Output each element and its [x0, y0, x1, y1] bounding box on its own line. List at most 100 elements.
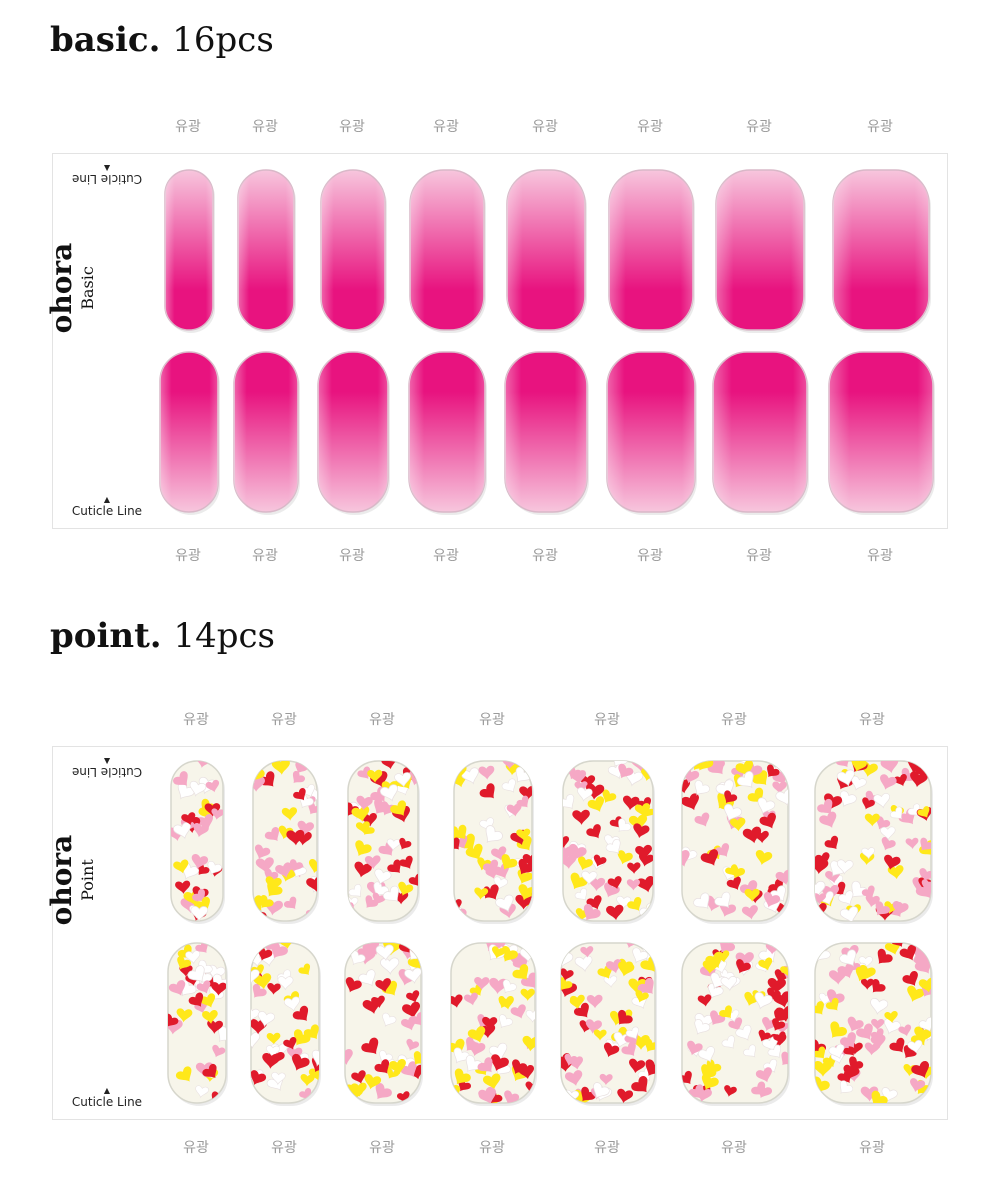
heart-icon — [893, 774, 907, 787]
heart-icon — [628, 978, 647, 995]
finish-label-glossy: 유광 — [252, 119, 278, 135]
heart-icon — [577, 856, 593, 871]
heart-icon — [185, 950, 201, 965]
heart-icon — [451, 994, 463, 1008]
heart-icon — [474, 976, 490, 991]
heart-icon — [682, 779, 691, 794]
heart-icon — [581, 1086, 596, 1102]
heart-icon — [218, 1025, 226, 1043]
heart-icon — [512, 964, 529, 980]
heart-icon — [251, 1007, 260, 1023]
heart-icon — [173, 859, 189, 874]
heart-icon — [865, 894, 880, 908]
heart-icon — [196, 814, 214, 830]
heart-icon — [815, 858, 829, 874]
heart-icon — [371, 995, 385, 1009]
nail-tip-gloss — [829, 352, 933, 512]
heart-icon — [176, 1008, 193, 1023]
heart-icon — [570, 872, 588, 890]
heart-icon — [587, 796, 605, 812]
heart-icon — [817, 798, 833, 815]
nail-tip-gloss — [609, 170, 693, 330]
heart-icon — [870, 1034, 886, 1049]
nail-tip-gloss — [409, 352, 485, 512]
heart-icon — [701, 1073, 719, 1090]
heart-icon — [568, 843, 587, 861]
heart-icon — [351, 805, 370, 822]
heart-icon — [491, 1054, 509, 1072]
heart-icon — [453, 1047, 470, 1064]
heart-icon — [880, 826, 896, 841]
heart-confetti-group — [253, 761, 317, 921]
heart-confetti-group — [682, 761, 788, 920]
heart-icon — [628, 814, 648, 831]
heart-icon — [694, 812, 710, 827]
nail-tip-gloss — [716, 170, 804, 330]
heart-icon — [404, 967, 421, 985]
heart-icon — [357, 948, 376, 965]
heart-icon — [383, 885, 399, 903]
heart-icon — [884, 854, 901, 870]
heart-icon — [482, 884, 499, 900]
point-nail-tips — [167, 760, 933, 1106]
heart-icon — [836, 769, 855, 787]
heart-icon — [483, 1073, 501, 1090]
heart-icon — [724, 1085, 737, 1097]
heart-icon — [682, 1070, 692, 1085]
heart-icon — [889, 1037, 905, 1053]
heart-icon — [381, 980, 398, 996]
heart-icon — [374, 798, 391, 815]
heart-icon — [190, 906, 209, 921]
heart-icon — [707, 983, 724, 999]
nail-tip-gloss — [410, 170, 484, 330]
heart-icon — [522, 853, 532, 868]
heart-icon — [605, 959, 622, 974]
heart-icon — [618, 818, 632, 833]
heart-icon — [454, 837, 460, 850]
heart-icon — [474, 887, 489, 900]
heart-icon — [752, 770, 768, 786]
heart-icon — [173, 822, 191, 840]
heart-icon — [498, 1014, 513, 1029]
heart-icon — [293, 1029, 311, 1046]
finish-label-glossy: 유광 — [532, 119, 558, 135]
heart-icon — [175, 880, 191, 894]
heart-icon — [482, 859, 499, 875]
nail-tip-top — [170, 760, 224, 922]
heart-icon — [253, 776, 265, 792]
heart-icon — [618, 961, 635, 977]
heart-icon — [836, 859, 854, 875]
heart-icon — [736, 959, 751, 974]
heart-icon — [367, 769, 383, 783]
heart-icon — [635, 990, 649, 1003]
heart-icon — [257, 946, 273, 961]
heart-icon — [593, 1029, 607, 1041]
heart-icon — [898, 1024, 912, 1037]
heart-icon — [697, 994, 712, 1007]
finish-label-glossy: 유광 — [859, 712, 885, 728]
heart-icon — [851, 775, 867, 791]
heart-icon — [251, 969, 260, 985]
heart-icon — [767, 1044, 782, 1059]
heart-icon — [292, 1053, 310, 1071]
heart-icon — [621, 1041, 636, 1056]
finish-label-glossy: 유광 — [637, 548, 663, 564]
heart-icon — [260, 894, 274, 909]
heart-icon — [580, 946, 594, 958]
heart-icon — [633, 823, 650, 839]
heart-icon — [585, 1019, 602, 1034]
heart-icon — [815, 1001, 824, 1015]
heart-icon — [510, 1004, 526, 1019]
heart-icon — [254, 844, 271, 860]
nail-tip-gloss — [321, 170, 385, 330]
heart-icon — [463, 992, 478, 1006]
heart-confetti-group — [815, 943, 931, 1103]
finish-label-glossy: 유광 — [175, 119, 201, 135]
heart-icon — [828, 1043, 845, 1060]
heart-icon — [504, 1090, 520, 1103]
heart-icon — [830, 1021, 847, 1038]
heart-icon — [721, 1035, 735, 1049]
heart-icon — [840, 1032, 856, 1048]
heart-icon — [780, 964, 788, 977]
heart-icon — [914, 957, 931, 974]
